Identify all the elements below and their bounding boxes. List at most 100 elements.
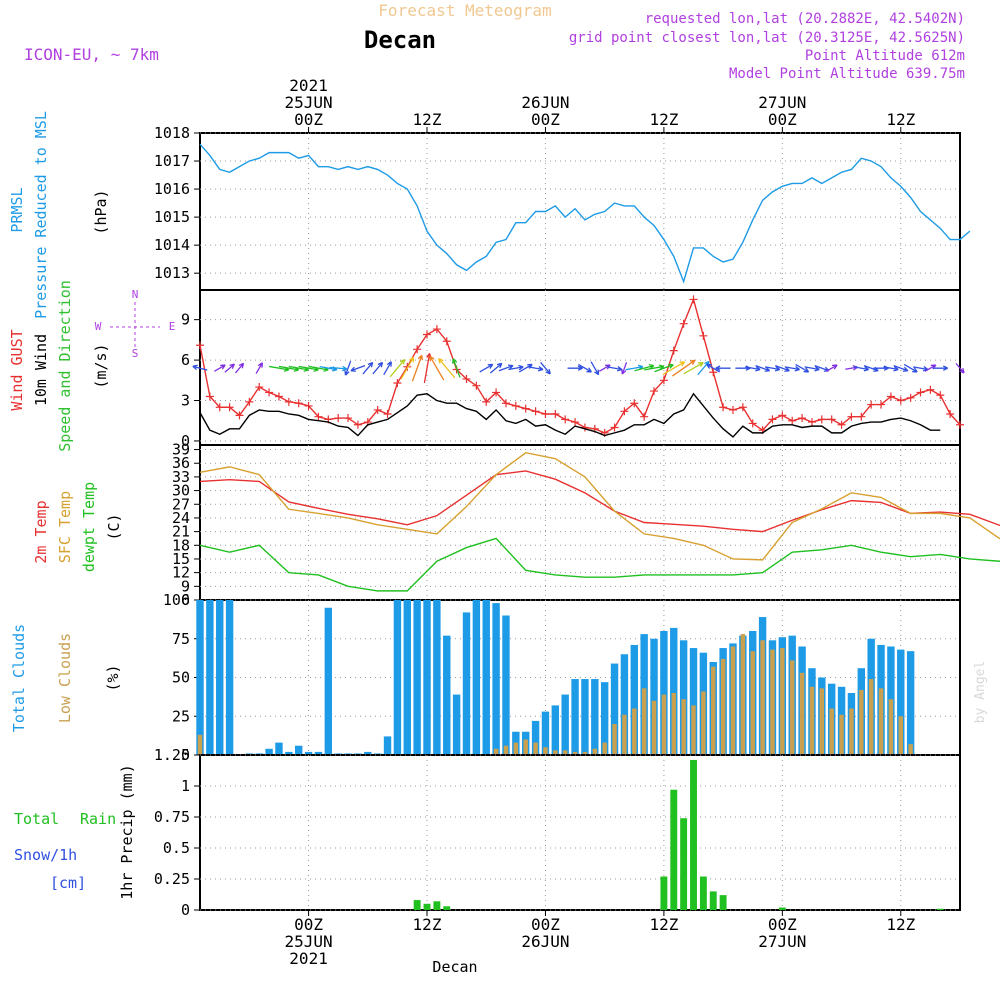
gust-marker — [847, 412, 856, 421]
wind-labels: Wind GUST 10m Wind Speed and Direction (… — [8, 280, 175, 452]
gust-marker — [215, 403, 224, 412]
cloud-labels: Total Clouds Low Clouds (%) — [10, 624, 122, 732]
wind-direction-arrow — [329, 365, 348, 372]
clouds-bar — [809, 686, 815, 755]
clouds-bar — [620, 654, 629, 755]
wind-direction-arrow — [350, 364, 366, 372]
gust-marker — [304, 401, 313, 410]
cloud-unit: (%) — [104, 664, 122, 691]
clouds-bar — [701, 691, 706, 755]
pressure-ytick-label: 1018 — [154, 124, 190, 142]
t2m-label: 2m Temp — [32, 500, 50, 563]
precip-frame — [199, 754, 961, 911]
wind-direction-arrow — [508, 364, 524, 371]
sfc-label: SFC Temp — [56, 491, 74, 563]
gust-marker — [314, 412, 323, 421]
compass-s: S — [132, 347, 139, 360]
gust-marker — [511, 401, 520, 410]
model-name: ICON-EU, ~ 7km — [24, 45, 159, 64]
gust-marker — [205, 392, 214, 401]
gust-marker — [561, 415, 570, 424]
wind-unit: (m/s) — [92, 343, 110, 388]
bottom-time-label: 12Z — [413, 915, 442, 934]
gust-marker — [383, 410, 392, 418]
gust-marker — [284, 397, 293, 406]
clouds-bar — [602, 742, 607, 755]
clouds-bar — [513, 742, 519, 755]
wind-direction-arrow — [540, 362, 551, 375]
wind-direction-arrow — [784, 366, 800, 372]
clouds-ytick-label: 75 — [172, 630, 190, 648]
gust-marker — [432, 325, 441, 334]
gust-marker — [659, 376, 668, 385]
footer-location: Decan — [432, 958, 477, 976]
gust-marker — [807, 418, 816, 427]
clouds-bar — [671, 693, 676, 755]
clouds-bar — [581, 679, 589, 755]
clouds-bar — [630, 644, 638, 755]
gust-marker — [748, 419, 757, 428]
clouds-bar — [324, 607, 333, 755]
clouds-bar — [533, 742, 538, 755]
wind-direction-arrow — [389, 358, 406, 378]
gust-marker — [334, 414, 343, 423]
clouds-bar — [295, 745, 303, 755]
bottom-time-label: 00Z — [768, 915, 797, 934]
clouds-ytick-label: 100 — [163, 591, 190, 609]
temp-ytick-label: 33 — [172, 468, 190, 486]
rain-label: Rain — [80, 810, 116, 828]
wind-direction-arrow — [224, 363, 235, 373]
wind-direction-arrow — [662, 361, 686, 375]
gust-marker — [255, 383, 264, 392]
wind-direction-arrow — [932, 365, 949, 371]
clouds-bar — [423, 600, 431, 755]
temp-ytick-label: 15 — [172, 550, 190, 568]
top-time-label: 26JUN — [521, 93, 569, 112]
precip-bar — [778, 907, 786, 910]
precip-bar — [719, 895, 727, 910]
gust-marker — [521, 404, 530, 413]
bottom-time-label: 12Z — [649, 915, 678, 934]
gust-marker — [728, 405, 737, 414]
snow-label: Snow/1h — [14, 846, 77, 864]
wind-direction-arrow — [192, 364, 208, 371]
wind-direction-arrow — [715, 365, 731, 371]
clouds-bar — [403, 600, 411, 755]
gust-marker — [196, 341, 204, 350]
clouds-bar — [472, 600, 481, 755]
clouds-bar — [730, 646, 736, 755]
top-time-label: 12Z — [649, 110, 678, 129]
clouds-bar — [679, 640, 688, 755]
clouds-bar — [304, 751, 313, 755]
clouds-bar — [592, 748, 598, 755]
wind-direction-arrow — [598, 364, 611, 372]
wind-direction-arrow — [903, 363, 918, 373]
clouds-bar — [285, 751, 293, 755]
temp-labels: 2m Temp SFC Temp dewpt Temp (C) — [32, 482, 123, 572]
bottom-time-label: 12Z — [886, 915, 915, 934]
clouds-bar — [670, 627, 678, 755]
clouds-bar — [443, 635, 451, 755]
gust-marker — [946, 410, 955, 418]
gust-marker — [956, 420, 964, 429]
precip-bar — [680, 818, 688, 910]
precip-ytick-label: 0.25 — [154, 870, 190, 888]
clouds-bar — [908, 744, 913, 755]
gust-marker — [393, 379, 402, 387]
clouds-bar — [582, 751, 588, 755]
gust-marker — [817, 415, 826, 424]
gust-marker — [610, 423, 619, 432]
temp-series-line — [199, 537, 1000, 592]
gust-marker — [709, 368, 718, 377]
gust-marker — [531, 407, 540, 416]
bottom-time-label: 00Z — [294, 915, 323, 934]
low-clouds-label: Low Clouds — [56, 633, 74, 723]
clouds-bar — [502, 615, 510, 755]
precip-ytick-label: 0.75 — [154, 808, 190, 826]
temp-ytick-label: 9 — [181, 577, 190, 595]
temp-unit: (C) — [105, 513, 123, 540]
total-clouds-label: Total Clouds — [10, 624, 28, 732]
precip-bar — [660, 876, 668, 910]
wind-direction-arrow — [214, 364, 226, 372]
